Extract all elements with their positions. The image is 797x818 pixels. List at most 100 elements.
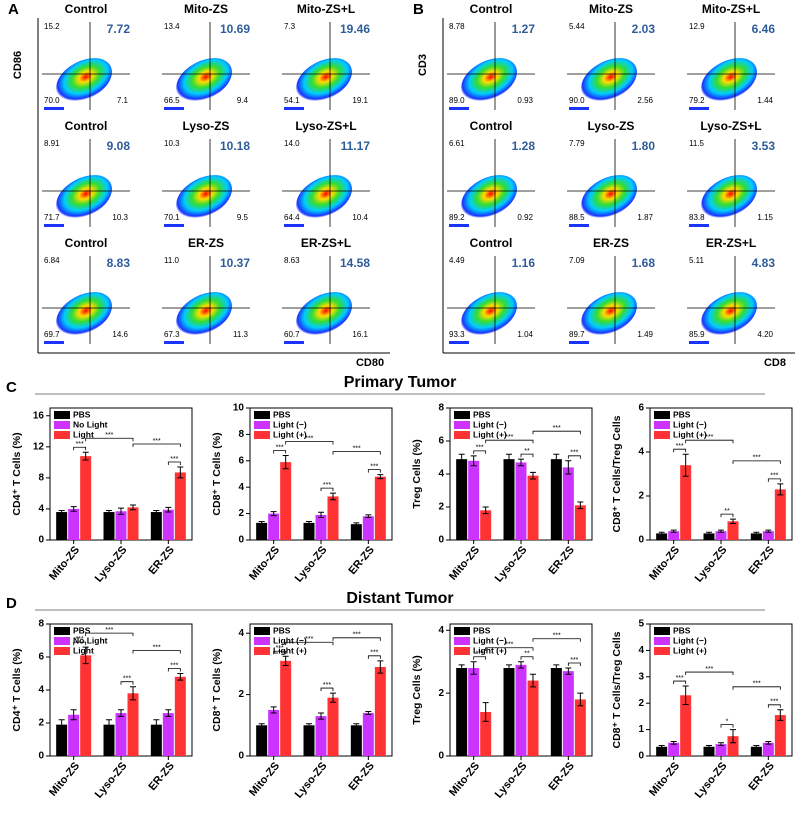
axis-events	[689, 224, 709, 227]
quadrant-ul: 11.0	[164, 256, 180, 265]
legend-label: PBS	[73, 625, 91, 635]
error-bar	[106, 509, 112, 515]
significance-label: **	[724, 508, 730, 515]
significance-bracket	[567, 455, 581, 459]
density-cloud	[581, 292, 637, 336]
bar	[574, 699, 586, 756]
significance-label: **	[524, 448, 530, 455]
quadrant-ur: 4.83	[752, 256, 776, 270]
axis-events	[569, 224, 589, 227]
error-bar	[130, 686, 136, 701]
quadrant-ur: 1.68	[632, 256, 656, 270]
significance-label: ***	[505, 434, 513, 441]
significance-bracket	[167, 461, 181, 466]
significance-bracket	[273, 650, 287, 655]
panel-label: C	[6, 379, 17, 396]
error-bar	[670, 529, 677, 533]
y-tick-label: 0	[238, 751, 244, 762]
density-cloud	[56, 58, 112, 102]
quadrant-ll: 71.7	[44, 213, 60, 222]
quadrant-lr: 0.93	[517, 96, 533, 105]
error-bar	[765, 740, 772, 745]
bar	[80, 655, 92, 756]
quadrant-lr: 1.04	[517, 330, 533, 339]
legend-swatch	[654, 431, 670, 439]
axis-events	[449, 341, 469, 344]
y-tick-label: 4	[38, 504, 44, 515]
quadrant-lr: 0.92	[517, 213, 533, 222]
significance-bracket	[132, 650, 181, 654]
quadrant-ur: 10.69	[220, 22, 250, 36]
bar	[56, 724, 68, 756]
y-tick-label: 0	[638, 751, 644, 762]
y-axis-title: CD4⁺ T Cells (%)	[11, 432, 23, 515]
bar	[56, 512, 68, 540]
significance-label: ***	[353, 446, 361, 453]
error-bar	[153, 509, 160, 515]
legend-label: PBS	[473, 409, 491, 419]
legend-swatch	[454, 411, 470, 419]
bar	[762, 742, 774, 756]
quadrant-ur: 1.28	[512, 139, 536, 153]
density-cloud	[461, 58, 517, 102]
y-tick-label: 2	[438, 688, 444, 699]
x-tick-label: Lyso-ZS	[693, 760, 730, 801]
significance-bracket	[85, 632, 134, 637]
axis-events	[284, 107, 304, 110]
error-bar	[470, 661, 477, 675]
legend-label: Light (+)	[673, 429, 707, 439]
quadrant-ll: 70.1	[164, 213, 180, 222]
x-tick-label: Mito-ZS	[247, 544, 282, 583]
plot-title: Control	[470, 119, 513, 133]
quadrant-ll: 88.5	[569, 213, 585, 222]
significance-label: ***	[705, 666, 713, 673]
density-cloud	[176, 175, 232, 219]
legend-label: No Light	[73, 419, 108, 429]
legend-swatch	[654, 647, 670, 655]
y-tick-label: 2	[38, 718, 44, 729]
bar	[256, 522, 268, 540]
significance-label: ***	[770, 473, 778, 480]
legend-swatch	[454, 627, 470, 635]
y-tick-label: 3	[638, 671, 644, 682]
quadrant-ul: 11.5	[689, 139, 705, 148]
error-bar	[282, 655, 289, 666]
error-bar	[458, 453, 465, 465]
axis-events	[44, 107, 64, 110]
x-tick-label: Lyso-ZS	[293, 760, 330, 801]
quadrant-ll: 54.1	[284, 96, 300, 105]
quadrant-lr: 16.1	[352, 330, 368, 339]
bar	[268, 709, 280, 756]
error-bar	[682, 685, 689, 706]
density-cloud	[701, 292, 757, 336]
axis-events	[164, 224, 184, 227]
significance-bracket	[520, 656, 534, 660]
y-tick-label: 0	[38, 751, 44, 762]
error-bar	[282, 455, 289, 470]
error-bar	[553, 664, 560, 672]
y-tick-label: 12	[33, 441, 45, 452]
quadrant-lr: 7.1	[117, 96, 129, 105]
bar	[515, 664, 527, 756]
y-tick-label: 4	[438, 625, 444, 636]
y-tick-label: 6	[438, 436, 444, 447]
significance-label: ***	[770, 699, 778, 706]
y-tick-label: 8	[38, 619, 44, 630]
bar	[703, 746, 715, 756]
significance-label: ***	[753, 681, 761, 688]
significance-bracket	[673, 448, 687, 453]
plot-title: ER-ZS	[188, 236, 224, 250]
error-bar	[577, 501, 584, 510]
x-tick-label: Lyso-ZS	[93, 544, 130, 585]
legend-swatch	[654, 627, 670, 635]
bar	[68, 714, 80, 756]
significance-label: **	[524, 651, 530, 658]
y-axis-title: CD86	[12, 51, 24, 79]
significance-bracket	[685, 439, 734, 444]
bar	[103, 724, 115, 756]
plot-title: Lyso-ZS	[588, 119, 635, 133]
quadrant-ur: 10.37	[220, 256, 250, 270]
y-axis-title: CD3	[417, 54, 429, 76]
error-bar	[753, 531, 760, 535]
plot-title: Lyso-ZS+L	[295, 119, 356, 133]
